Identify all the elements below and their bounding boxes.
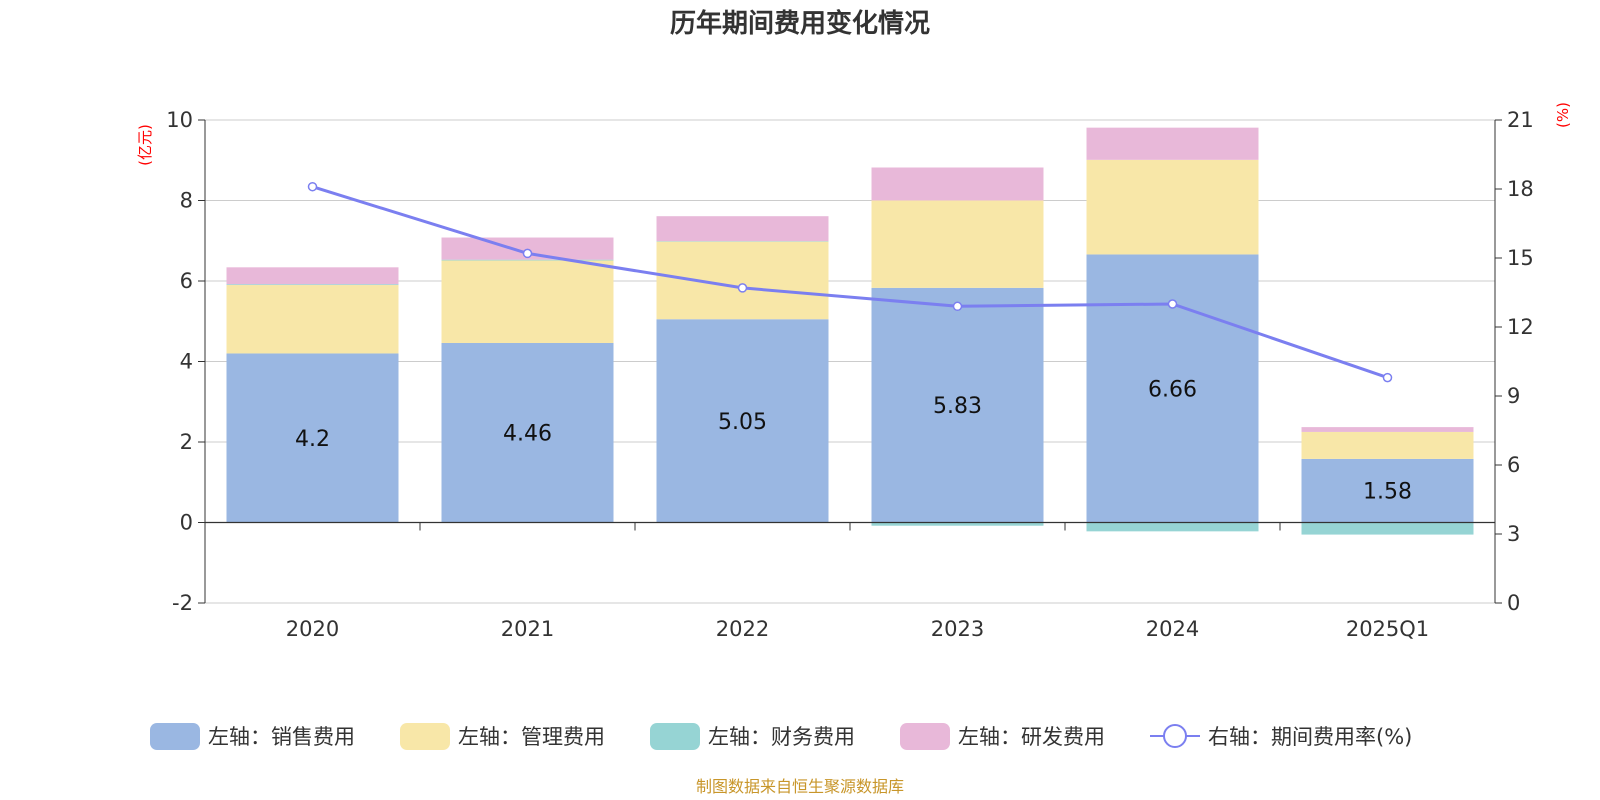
left-tick-label: 2: [180, 430, 193, 454]
bar-value-label: 5.83: [933, 394, 982, 419]
legend-swatch-3: [900, 723, 950, 750]
bar-2021-series-0: [441, 342, 614, 523]
bar-2022-series-0: [656, 319, 829, 523]
bar-2023-series-1: [871, 200, 1044, 288]
left-tick-label: 8: [180, 189, 193, 213]
bar-2020-series-2: [226, 284, 399, 286]
rate-point: [307, 181, 318, 192]
bar-value-label: 1.58: [1363, 480, 1412, 505]
right-tick-label: 6: [1507, 453, 1520, 477]
right-tick-label: 18: [1507, 177, 1534, 201]
bar-2023-series-0: [871, 287, 1044, 523]
bar-2020-series-1: [226, 285, 399, 354]
left-tick-label: 6: [180, 269, 193, 293]
bar-2024-series-2: [1086, 522, 1259, 532]
rate-point: [522, 248, 533, 259]
bar-2025Q1-series-3: [1301, 427, 1474, 432]
right-tick-label: 3: [1507, 522, 1520, 546]
rate-point: [1382, 372, 1393, 383]
category-label: 2020: [286, 617, 339, 641]
bar-2021-series-1: [441, 260, 614, 343]
rate-line-path: [312, 185, 1388, 380]
rate-line: [307, 181, 1393, 383]
category-label: 2024: [1146, 617, 1199, 641]
left-tick-label: 0: [180, 511, 193, 535]
rate-point: [737, 283, 748, 293]
category-label: 2022: [716, 617, 769, 641]
right-tick-label: 9: [1507, 384, 1520, 408]
bar-2025Q1-series-0: [1301, 458, 1474, 523]
bar-value-label: 4.2: [295, 427, 330, 452]
left-axis-unit: (亿元): [136, 124, 154, 166]
bar-2025Q1-series-2: [1301, 522, 1474, 535]
legend: 左轴：销售费用 左轴：管理费用 左轴：财务费用 左轴：研发费用 右轴：期间费用率(%): [150, 723, 1412, 750]
rate-point: [1167, 299, 1178, 309]
chart-title: 历年期间费用变化情况: [670, 8, 930, 39]
source-note: 制图数据来自恒生聚源数据库: [696, 777, 904, 796]
bar-value-label: 6.66: [1148, 377, 1197, 402]
bar-2021-series-3: [441, 237, 614, 260]
bar-2020-series-0: [226, 353, 399, 523]
left-tick-label: 10: [166, 108, 193, 132]
bar-2023-series-2: [871, 522, 1044, 526]
right-tick-label: 15: [1507, 246, 1534, 270]
legend-label-0: 左轴：销售费用: [208, 725, 355, 749]
legend-swatch-2: [650, 723, 700, 750]
bar-2024-series-1: [1086, 159, 1259, 255]
legend-label-1: 左轴：管理费用: [458, 725, 605, 749]
right-tick-label: 0: [1507, 591, 1520, 615]
bars: [226, 127, 1474, 535]
right-tick-label: 12: [1507, 315, 1534, 339]
rate-point: [952, 301, 963, 312]
legend-line-marker: [1163, 724, 1187, 748]
bar-value-label: 5.05: [718, 410, 767, 435]
category-label: 2023: [931, 617, 984, 641]
category-label: 2021: [501, 617, 554, 641]
left-tick-label: -2: [172, 591, 193, 615]
legend-label-3: 左轴：研发费用: [958, 725, 1105, 749]
legend-label-line: 右轴：期间费用率(%): [1208, 725, 1412, 749]
category-label: 2025Q1: [1346, 617, 1429, 641]
bar-2023-series-3: [871, 167, 1044, 201]
labels: 4.2 2020 4.46 2021 5.05 2022 5.83 2023 6.66 2024 1…: [286, 377, 1429, 641]
gridlines: [205, 119, 1495, 604]
right-axis-unit: (%): [1554, 102, 1572, 128]
legend-label-2: 左轴：财务费用: [708, 725, 855, 749]
bar-value-label: 4.46: [503, 422, 552, 447]
bar-2021-series-2: [441, 259, 614, 261]
bar-2025Q1-series-1: [1301, 431, 1474, 459]
legend-swatch-0: [150, 723, 200, 750]
left-tick-label: 4: [180, 350, 193, 374]
bar-2024-series-0: [1086, 254, 1259, 523]
axes: -2 0 2 4 6 8 10 0 3 6 9 12 15 18 21: [166, 108, 1533, 615]
bar-2022-series-1: [656, 241, 829, 320]
legend-swatch-1: [400, 723, 450, 750]
right-tick-label: 21: [1507, 108, 1534, 132]
bar-2022-series-3: [656, 216, 829, 242]
bar-2020-series-3: [226, 267, 399, 285]
bar-2024-series-3: [1086, 127, 1259, 160]
bar-2022-series-2: [656, 241, 829, 242]
